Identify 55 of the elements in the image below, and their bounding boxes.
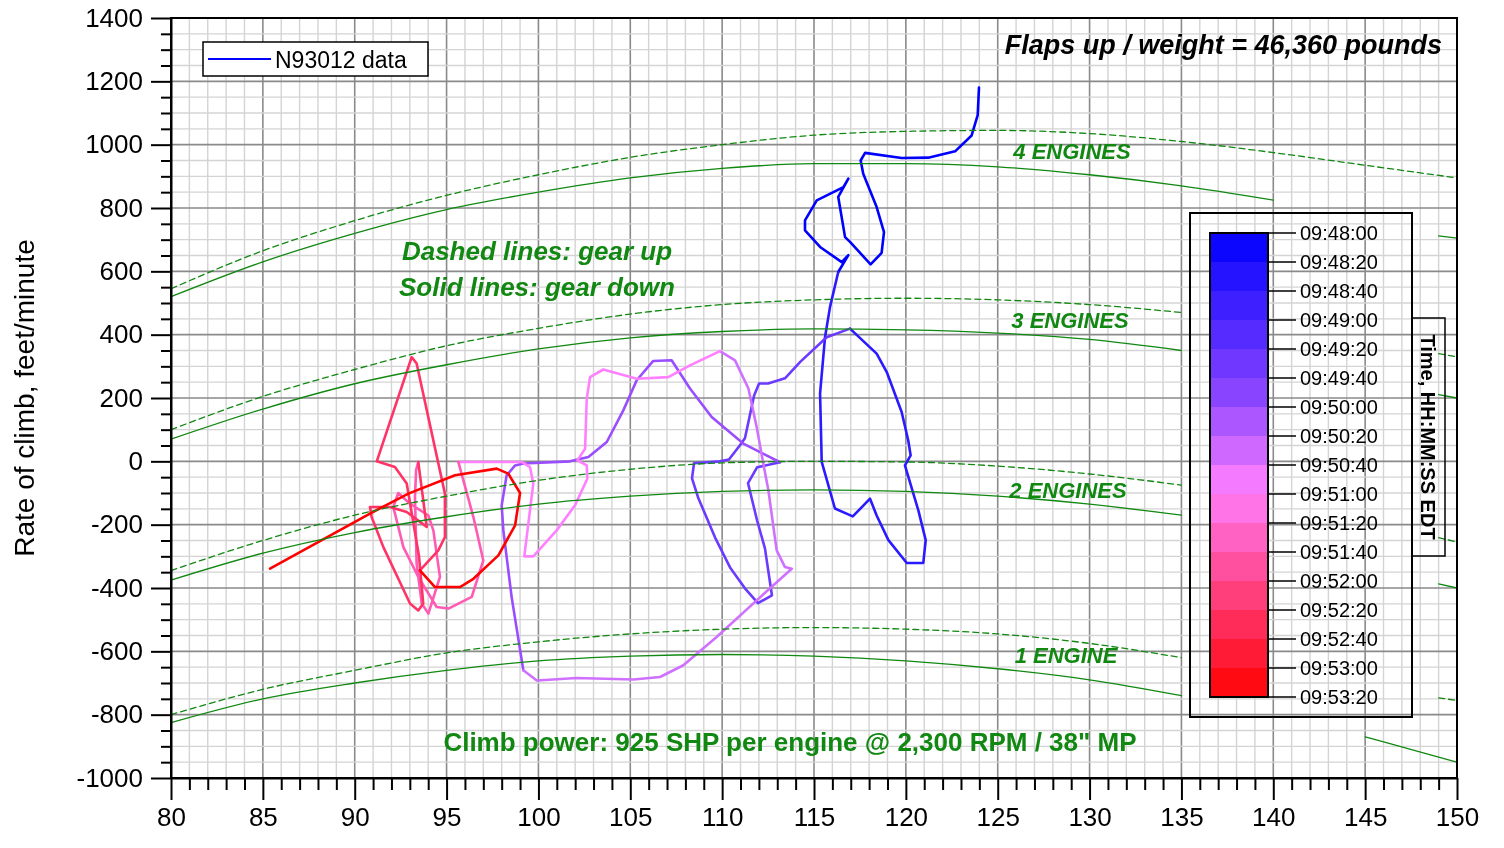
annotation: 09:48:20: [1300, 251, 1378, 273]
annotation: 09:53:00: [1300, 657, 1378, 679]
x-tick-label: 150: [1435, 802, 1480, 833]
annotation: Climb power: 925 SHP per engine @ 2,300 RPM / 38" MP: [443, 727, 1137, 757]
x-tick-label: 125: [976, 802, 1020, 833]
annotation: 09:49:40: [1300, 367, 1378, 389]
annotation: 09:49:20: [1300, 338, 1378, 360]
y-tick-label: 1400: [85, 2, 143, 33]
x-tick-label: 135: [1160, 802, 1204, 833]
annotation: 09:53:20: [1300, 686, 1378, 708]
annotation: 3 ENGINES: [1011, 308, 1130, 333]
annotation: 09:51:00: [1300, 483, 1378, 505]
x-tick-label: 100: [517, 802, 561, 833]
y-tick-label: -200: [90, 509, 143, 540]
annotation: 09:50:40: [1300, 454, 1378, 476]
x-tick-label: 130: [1068, 802, 1112, 833]
annotation: 09:50:20: [1300, 425, 1378, 447]
y-tick-label: 1200: [85, 66, 143, 97]
annotation: 09:51:20: [1300, 512, 1378, 534]
y-tick-label: 400: [99, 319, 143, 350]
x-tick-label: 105: [609, 802, 653, 833]
x-tick-label: 140: [1252, 802, 1296, 833]
y-tick-label: -800: [90, 699, 143, 730]
x-tick-label: 120: [884, 802, 929, 833]
x-tick-label: 90: [340, 802, 370, 833]
x-tick-label: 145: [1343, 802, 1388, 833]
annotation: 09:49:00: [1300, 309, 1378, 331]
y-tick-label: 0: [128, 446, 143, 477]
annotation: 09:52:00: [1300, 570, 1378, 592]
annotation: 09:52:40: [1300, 628, 1378, 650]
annotation: 09:48:00: [1300, 222, 1378, 244]
y-tick-label: -1000: [76, 762, 143, 793]
annotation: 09:48:40: [1300, 280, 1378, 302]
annotation: Dashed lines: gear up: [401, 236, 673, 266]
y-tick-label: 800: [99, 192, 143, 223]
x-tick-label: 85: [248, 802, 278, 833]
text: Flaps up / weight = 46,360 pounds: [1004, 30, 1442, 60]
y-tick-label: -600: [90, 636, 143, 667]
y-tick-label: 1000: [85, 129, 143, 160]
annotation: 1 ENGINE: [1014, 643, 1119, 668]
x-tick-label: 115: [793, 802, 836, 833]
annotation: 09:50:00: [1300, 396, 1378, 418]
annotation: Solid lines: gear down: [399, 272, 675, 302]
x-tick-label: 80: [157, 802, 186, 833]
annotation: 09:52:20: [1300, 599, 1378, 621]
annotation: 09:51:40: [1300, 541, 1378, 563]
x-tick-label: 110: [701, 802, 744, 833]
y-tick-label: 200: [99, 382, 143, 413]
y-axis-title: Rate of climb, feet/minute: [9, 239, 40, 557]
y-tick-label: 600: [99, 256, 143, 287]
color-bar-title: Time, HH:MM:SS EDT: [1417, 334, 1439, 540]
x-tick-label: 95: [432, 802, 462, 833]
y-tick-label: -400: [90, 572, 143, 603]
annotation: 4 ENGINES: [1012, 139, 1132, 164]
legend-label: N93012 data: [275, 47, 407, 73]
